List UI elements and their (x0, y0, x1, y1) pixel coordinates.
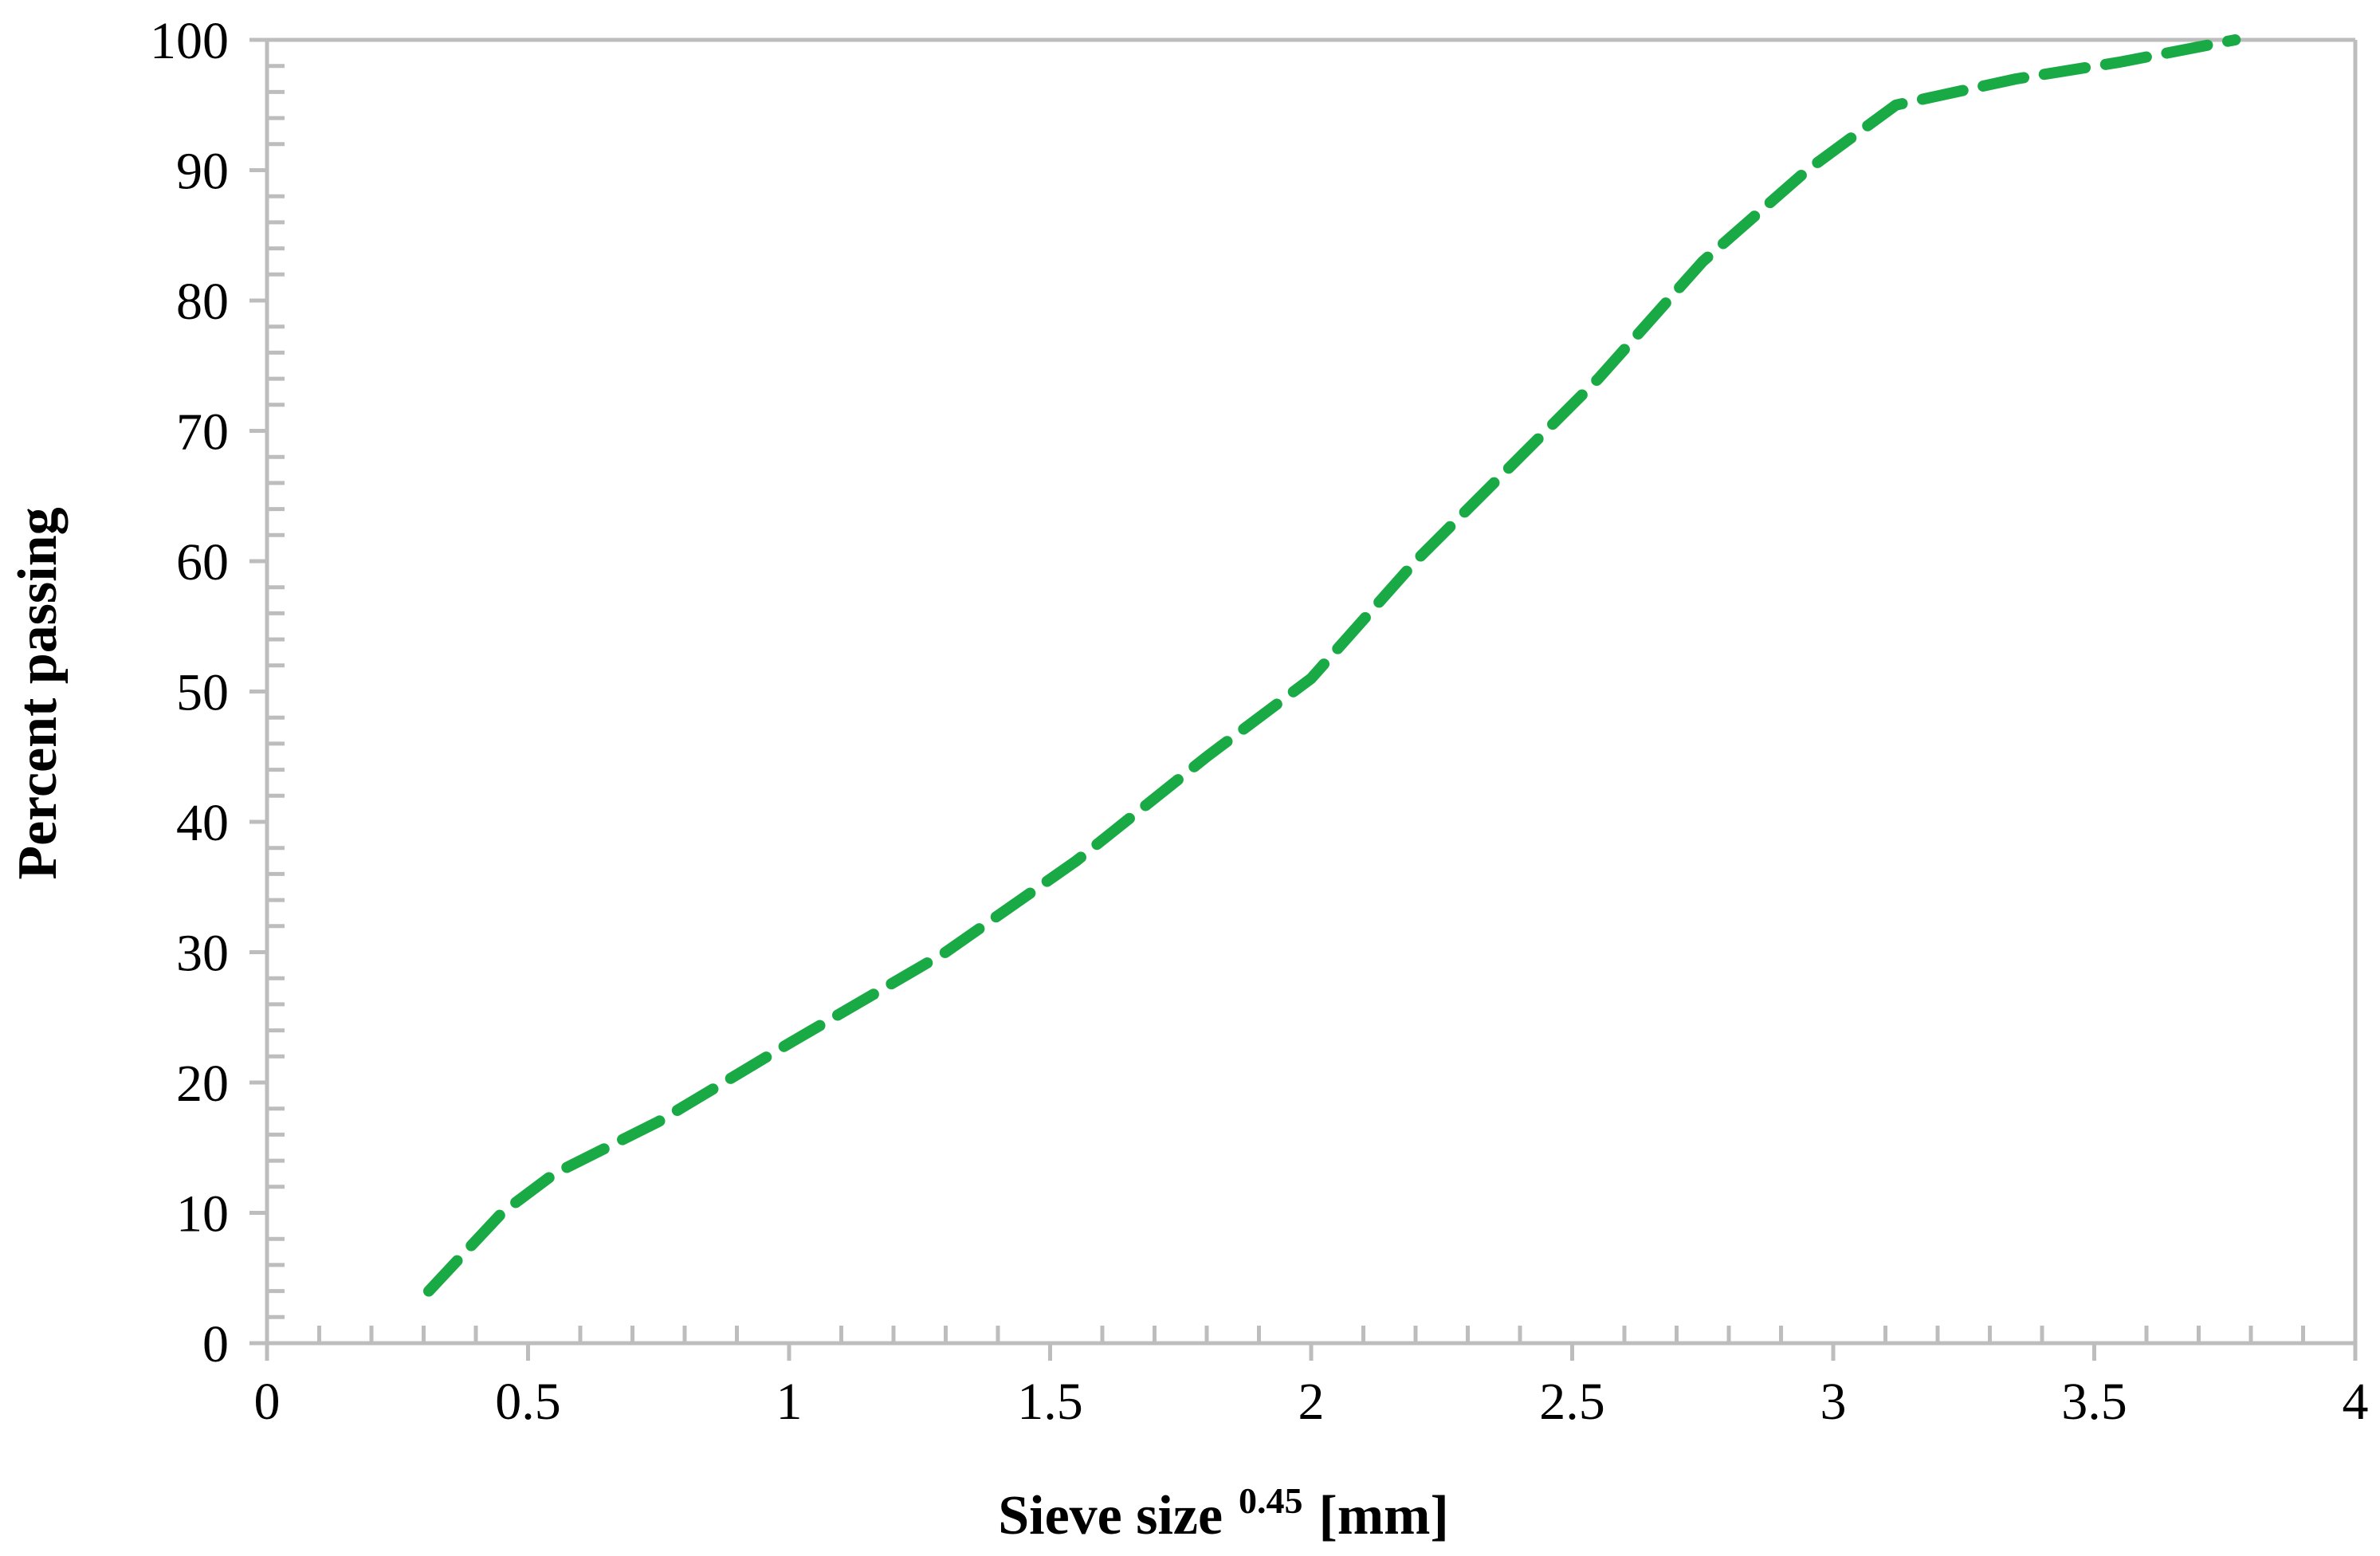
y-tick-label: 20 (176, 1055, 229, 1113)
x-axis-title-exponent: 0.45 (1239, 1480, 1303, 1521)
x-tick-label: 2.5 (1539, 1373, 1605, 1431)
y-axis-title: Percent passing (7, 507, 69, 879)
minor-ticks (249, 37, 2358, 1361)
x-tick-label: 3 (1820, 1373, 1847, 1431)
series-line-0 (423, 34, 2241, 1297)
y-tick-label: 50 (176, 664, 229, 722)
y-tick-label: 40 (176, 794, 229, 852)
x-tick-label: 0.5 (495, 1373, 561, 1431)
x-axis-title: Sieve size 0.45 [mm] (998, 1480, 1449, 1546)
x-tick-label: 4 (2343, 1373, 2369, 1431)
x-tick-labels: 0 0.5 1 1.5 2 2.5 3 3.5 4 (254, 1373, 2369, 1431)
y-tick-label: 60 (176, 533, 229, 591)
x-tick-label: 3.5 (2061, 1373, 2127, 1431)
x-axis-title-unit: [mm] (1319, 1485, 1449, 1546)
x-tick-label: 0 (254, 1373, 281, 1431)
x-tick-label: 2 (1298, 1373, 1325, 1431)
y-tick-label: 90 (176, 143, 229, 201)
y-tick-label: 80 (176, 273, 229, 331)
y-tick-label: 70 (176, 403, 229, 462)
x-tick-label: 1.5 (1017, 1373, 1083, 1431)
y-tick-label: 10 (176, 1185, 229, 1244)
x-axis-title-main: Sieve size (998, 1485, 1223, 1546)
series-layer (423, 34, 2241, 1297)
y-tick-label: 30 (176, 925, 229, 983)
y-tick-label: 0 (202, 1315, 229, 1373)
y-tick-label: 100 (150, 12, 229, 70)
x-tick-label: 1 (776, 1373, 803, 1431)
y-tick-labels: 0 10 20 30 40 50 60 70 80 90 100 (150, 12, 229, 1373)
